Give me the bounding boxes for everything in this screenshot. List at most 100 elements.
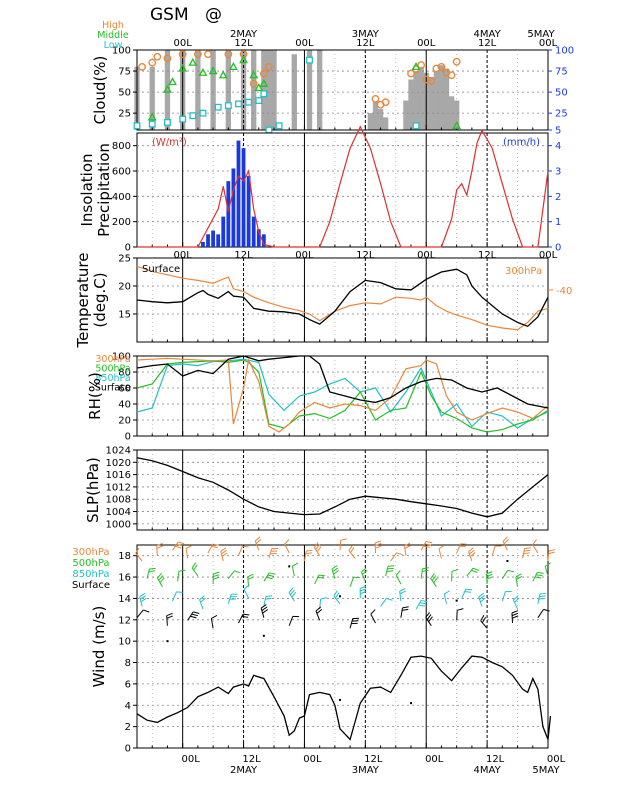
wind-barb-850hpa — [359, 585, 367, 599]
wind-barb-surface-shaft — [370, 613, 376, 624]
temperature-ytick-label: 20 — [118, 282, 131, 293]
wind-barb-850hpa-flag — [360, 591, 367, 595]
wind-barb-300hpa — [491, 545, 502, 556]
wind-barb-300hpa-shaft — [207, 543, 214, 554]
wind-barb-500hpa-flag — [213, 574, 220, 578]
wind-barb-850hpa-flag — [139, 592, 146, 598]
wind-barb-300hpa-flag — [315, 544, 321, 550]
wind-barb-300hpa-flag — [185, 545, 192, 549]
bottom-day-label: 5MAY — [532, 765, 560, 776]
wind-barb-850hpa-flag — [360, 588, 367, 592]
wind-barb-300hpa — [268, 548, 278, 559]
wind-barb-300hpa — [135, 547, 143, 562]
cloud-high-point — [371, 94, 380, 103]
insolation-ytick-label: 800 — [112, 141, 131, 152]
cloud-middle-point — [147, 112, 157, 121]
station-name: @ — [205, 5, 222, 25]
cloud-low-point — [245, 98, 253, 106]
wind-barb-300hpa — [438, 544, 445, 559]
cloud-middle-point — [208, 66, 218, 75]
wind-barb-850hpa-shaft — [512, 599, 519, 610]
wind-barb-850hpa-shaft — [501, 591, 506, 602]
wind-barb-500hpa-flag — [431, 575, 437, 581]
wind-barb-500hpa-flag — [515, 573, 522, 578]
bottom-hour-label: 12L — [364, 754, 383, 765]
wind-barb-850hpa-flag — [386, 597, 393, 601]
wind-barb-300hpa-flag — [306, 549, 313, 552]
wind-barb-300hpa — [404, 542, 411, 556]
wind-barb-surface-flag — [480, 614, 485, 621]
top-day-label: 3MAY — [352, 29, 380, 40]
top-hour-label: 12L — [356, 38, 375, 49]
cloud-low-point — [224, 102, 232, 110]
cloud-middle-point — [218, 70, 228, 79]
precip-bar — [211, 230, 216, 247]
wind-barb-300hpa-shaft — [404, 545, 407, 556]
cloud-middle-point — [259, 78, 269, 87]
wind-barb-300hpa — [156, 542, 163, 556]
cloud-low-point — [214, 103, 222, 111]
cloud-high-point — [422, 75, 431, 84]
cloud-low-point — [260, 90, 268, 98]
cloud-high-point — [259, 69, 268, 78]
wind-ytick-label: 8 — [125, 658, 131, 669]
rh-ytick-label: 20 — [118, 416, 131, 427]
wind-barb-300hpa — [238, 545, 249, 556]
wind-barb-500hpa-flag — [395, 570, 401, 576]
wind-barb-surface — [260, 604, 269, 618]
wind-barb-surface — [136, 609, 150, 619]
wind-barb-500hpa — [360, 567, 368, 582]
wind-barb-surface-flag — [481, 616, 487, 623]
rh-legend-item: 500hPa — [95, 364, 130, 375]
wind-barb-500hpa-flag — [486, 573, 493, 578]
wind-barb-surface-flag — [511, 612, 519, 617]
wind-barb-surface-shaft — [537, 609, 544, 618]
precip-bar — [226, 181, 231, 247]
wind-barb-500hpa-flag — [387, 565, 395, 567]
bottom-hour-label: 12L — [486, 754, 505, 765]
mid-hour-label: 12L — [234, 250, 253, 261]
rh-850hpa-line — [136, 358, 549, 429]
wind-barb-surface — [187, 611, 200, 621]
rh-ytick-label: 40 — [118, 400, 131, 411]
wind-barb-850hpa — [263, 595, 273, 607]
wind-barb-500hpa — [532, 571, 544, 582]
cloud-high-point — [265, 62, 273, 71]
insolation-ytick-label: 0 — [125, 243, 131, 254]
wind-barb-500hpa — [263, 572, 276, 582]
wind-barb-500hpa-shaft — [291, 566, 295, 577]
wind-barb-surface-flag — [241, 615, 249, 618]
bottom-hour-label: 00L — [182, 754, 201, 765]
wind-barb-300hpa-flag — [156, 545, 163, 549]
precip-bar — [236, 140, 241, 247]
wind-barb-300hpa-flag — [221, 552, 228, 557]
cloud-total-bar — [443, 68, 450, 130]
cloud-high-point — [193, 50, 202, 59]
wind-barb-500hpa-flag — [422, 567, 429, 570]
precip-unit: (mm/h) — [503, 137, 540, 148]
wind-barb-300hpa-flag — [548, 551, 555, 555]
cloud-high-point — [447, 71, 456, 80]
wind-barb-500hpa-flag — [267, 574, 275, 577]
wind-barb-500hpa-flag — [213, 576, 220, 580]
wind-barb-surface-flag — [261, 606, 268, 611]
insolation-ytick-label: 200 — [112, 217, 131, 228]
wind-barb-850hpa-flag — [199, 595, 205, 601]
wind-barb-surface-shaft — [238, 613, 244, 624]
wind-barb-300hpa — [502, 536, 510, 551]
wind-legend-item: Surface — [72, 580, 110, 591]
cloud-high-point — [178, 50, 187, 59]
wind-barb-850hpa-flag — [140, 597, 147, 603]
bottom-hour-label: 00L — [303, 754, 322, 765]
wind-barb-850hpa — [443, 590, 450, 604]
wind-barb-300hpa-flag — [270, 550, 278, 552]
wind-barb-850hpa-flag — [333, 590, 338, 597]
wind-barb-850hpa-flag — [399, 588, 406, 592]
cloud-right-tick-label: 50 — [555, 88, 568, 99]
cloud-low-point — [265, 126, 273, 134]
cloud-high-point — [452, 57, 461, 66]
wind-barb-300hpa-flag — [548, 549, 556, 552]
wind-barb-surface-shaft — [136, 609, 144, 619]
wind-barb-500hpa-shaft — [501, 570, 509, 579]
wind-barb-500hpa-flag — [318, 574, 326, 577]
